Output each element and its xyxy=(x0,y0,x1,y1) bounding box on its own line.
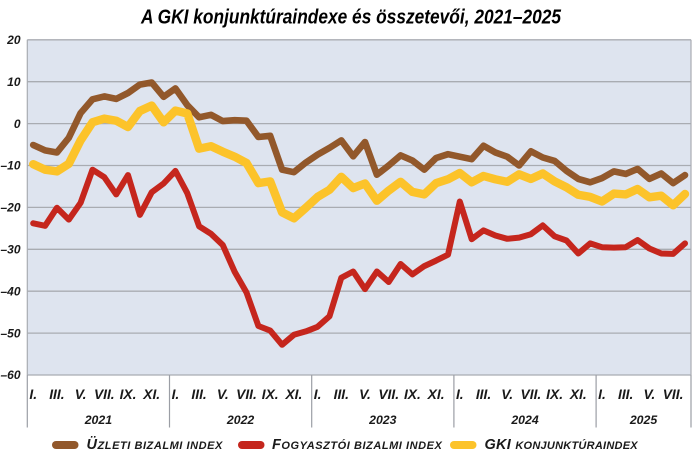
svg-text:III.: III. xyxy=(49,387,64,402)
svg-text:V.: V. xyxy=(501,387,513,402)
svg-text:III.: III. xyxy=(618,387,633,402)
svg-text:I.: I. xyxy=(172,387,180,402)
svg-text:V.: V. xyxy=(217,387,229,402)
svg-text:I.: I. xyxy=(456,387,464,402)
svg-text:ÜZLETI BIZALMI INDEX: ÜZLETI BIZALMI INDEX xyxy=(87,436,224,450)
svg-text:0: 0 xyxy=(14,117,21,131)
svg-text:V.: V. xyxy=(644,387,656,402)
svg-text:VII.: VII. xyxy=(236,387,257,402)
svg-text:IX.: IX. xyxy=(262,387,279,402)
svg-text:–20: –20 xyxy=(0,201,20,215)
svg-text:VII.: VII. xyxy=(94,387,115,402)
svg-text:IX.: IX. xyxy=(120,387,137,402)
svg-text:VII.: VII. xyxy=(378,387,399,402)
svg-text:FOGYASZTÓI BIZALMI INDEX: FOGYASZTÓI BIZALMI INDEX xyxy=(272,437,442,450)
svg-text:III.: III. xyxy=(334,387,349,402)
svg-text:2022: 2022 xyxy=(226,413,255,427)
svg-text:I.: I. xyxy=(598,387,606,402)
svg-text:2023: 2023 xyxy=(368,413,397,427)
svg-text:2021: 2021 xyxy=(84,413,113,427)
svg-text:V.: V. xyxy=(359,387,371,402)
svg-text:III.: III. xyxy=(191,387,206,402)
svg-text:20: 20 xyxy=(6,33,21,47)
svg-text:IX.: IX. xyxy=(546,387,563,402)
svg-text:–40: –40 xyxy=(0,284,20,298)
svg-text:–30: –30 xyxy=(0,243,20,257)
svg-text:I.: I. xyxy=(314,387,322,402)
svg-text:2024: 2024 xyxy=(510,413,539,427)
svg-text:III.: III. xyxy=(476,387,491,402)
svg-text:–50: –50 xyxy=(0,326,20,340)
svg-text:VII.: VII. xyxy=(521,387,542,402)
svg-text:XI.: XI. xyxy=(142,387,160,402)
svg-text:V.: V. xyxy=(75,387,87,402)
svg-text:GKI KONJUNKTÚRAINDEX: GKI KONJUNKTÚRAINDEX xyxy=(485,437,639,450)
svg-text:10: 10 xyxy=(7,75,21,89)
svg-text:XI.: XI. xyxy=(427,387,445,402)
svg-text:XI.: XI. xyxy=(569,387,587,402)
svg-text:–60: –60 xyxy=(0,368,20,382)
svg-text:XI.: XI. xyxy=(284,387,302,402)
svg-text:I.: I. xyxy=(29,387,37,402)
svg-text:A GKI konjunktúraindexe és öss: A GKI konjunktúraindexe és összetevői, 2… xyxy=(140,6,561,29)
svg-text:2025: 2025 xyxy=(629,413,658,427)
svg-text:–10: –10 xyxy=(0,159,20,173)
svg-text:IX.: IX. xyxy=(404,387,421,402)
svg-text:VII.: VII. xyxy=(663,387,684,402)
